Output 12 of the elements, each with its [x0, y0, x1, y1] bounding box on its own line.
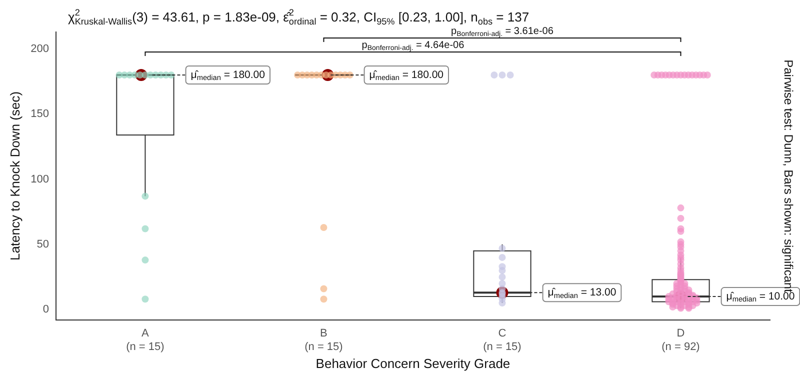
text: Pairwise test: Dunn, Bars shown: significant — [782, 60, 796, 294]
x-tick-label: D (n = 92) — [662, 328, 700, 353]
y-tick-label: 200 — [30, 42, 49, 55]
x-tick-label: A (n = 15) — [126, 328, 164, 353]
x-tick-label: B (n = 15) — [304, 328, 343, 353]
y-axis-title: Latency to Knock Down (sec) — [7, 91, 22, 261]
y-tick-label: 100 — [30, 173, 49, 186]
y-tick-label: 50 — [36, 238, 49, 250]
y-tick-label: 150 — [30, 108, 49, 120]
x-axis-title: Behavior Concern Severity Grade — [316, 356, 510, 371]
x-tick-label: C (n = 15) — [483, 328, 522, 353]
y-tick-label: 0 — [42, 304, 49, 316]
